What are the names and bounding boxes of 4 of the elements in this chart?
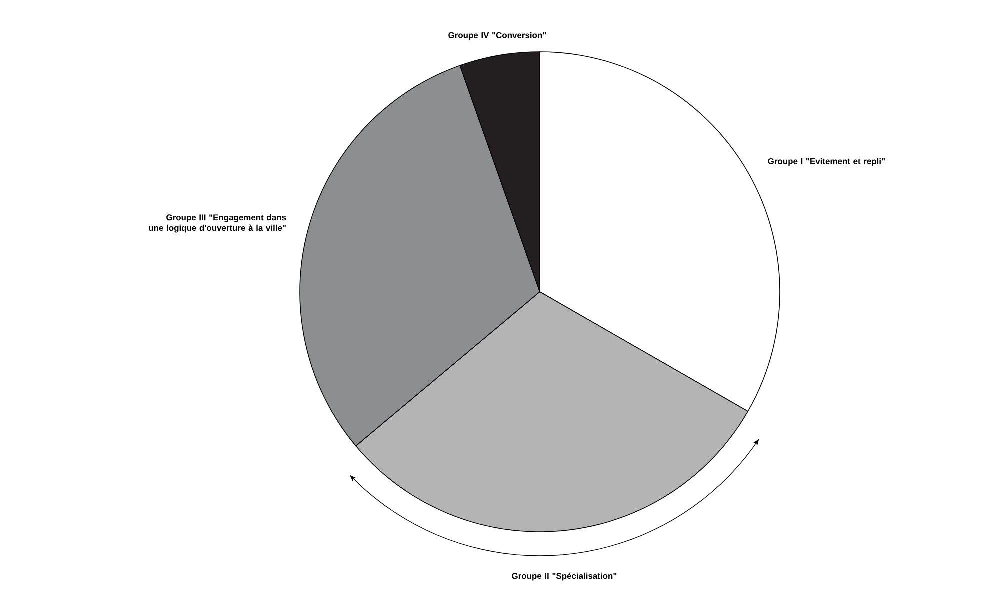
slice-label: Groupe III "Engagement dans une logique d'ouverture à la ville" bbox=[149, 214, 286, 233]
slice-label: Groupe II "Spécialisation" bbox=[512, 572, 617, 581]
slice-label: Groupe I "Evitement et repli" bbox=[768, 158, 885, 166]
slice-label: Groupe IV "Conversion" bbox=[448, 32, 546, 40]
